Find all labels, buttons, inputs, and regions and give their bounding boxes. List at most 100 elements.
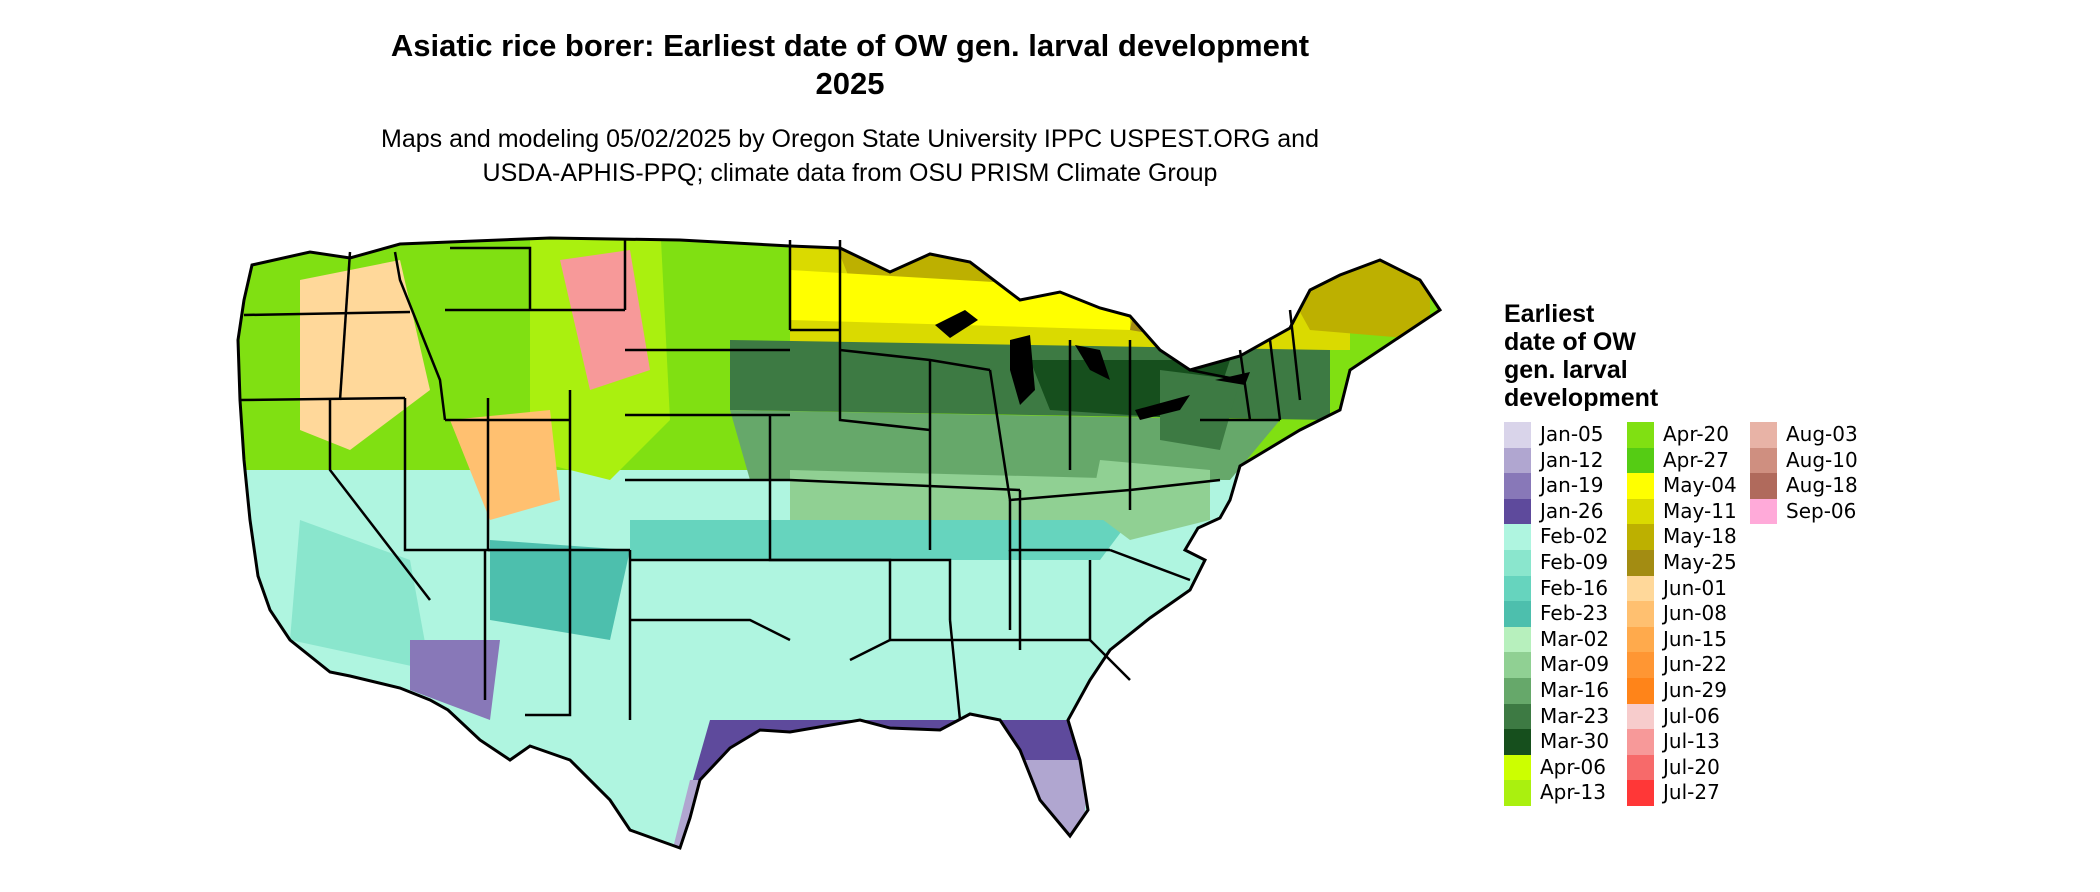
map-title: Asiatic rice borer: Earliest date of OW … xyxy=(390,28,1310,63)
legend-swatch xyxy=(1504,498,1531,525)
legend-item: Jan-19 xyxy=(1504,473,1609,499)
legend-item: Jul-06 xyxy=(1627,703,1737,730)
state-borders xyxy=(239,240,1302,721)
legend-swatch xyxy=(1504,754,1531,781)
legend-label: Mar-02 xyxy=(1540,626,1610,651)
legend-swatch xyxy=(1750,447,1777,474)
legend-item: Apr-20 xyxy=(1627,422,1737,448)
legend-item: Feb-16 xyxy=(1504,575,1609,602)
legend-label: Feb-16 xyxy=(1540,575,1609,600)
legend-swatch xyxy=(1750,473,1777,499)
legend-item: Mar-23 xyxy=(1504,703,1610,730)
legend-label: May-25 xyxy=(1663,549,1737,574)
legend-label: Apr-13 xyxy=(1540,780,1606,805)
legend-swatch xyxy=(1627,422,1654,448)
legend-swatch xyxy=(1504,447,1531,474)
legend-swatch xyxy=(1504,601,1531,627)
map-title-year: 2025 xyxy=(815,66,885,101)
legend-label: Jun-29 xyxy=(1663,677,1727,702)
legend-swatch xyxy=(1750,422,1777,448)
legend-label: Feb-23 xyxy=(1540,601,1609,626)
legend-swatch xyxy=(1627,729,1654,755)
legend-label: Mar-23 xyxy=(1540,703,1610,728)
legend-label: Mar-09 xyxy=(1540,652,1610,677)
legend-column-2: Apr-20 Apr-27 May-04 May-11 May-18 May-2… xyxy=(1627,422,1737,806)
legend-swatch xyxy=(1750,498,1777,525)
legend-item: Apr-27 xyxy=(1627,447,1737,474)
legend-swatch xyxy=(1504,626,1531,653)
legend-swatch xyxy=(1627,626,1654,653)
legend-label: Jun-08 xyxy=(1663,601,1727,626)
legend-label: Apr-06 xyxy=(1540,754,1606,779)
legend-swatch xyxy=(1627,473,1654,499)
legend-label: Mar-30 xyxy=(1540,729,1610,754)
legend-swatch xyxy=(1627,549,1654,576)
legend-title-line: gen. larval xyxy=(1504,356,1628,384)
legend-swatch xyxy=(1627,575,1654,602)
legend-swatch xyxy=(1504,524,1531,550)
legend-item: Aug-10 xyxy=(1750,447,1858,474)
legend-swatch xyxy=(1627,447,1654,474)
legend-item: May-25 xyxy=(1627,549,1737,576)
legend-label: Jan-05 xyxy=(1540,422,1604,446)
legend-item: Jul-27 xyxy=(1627,780,1737,806)
map-subtitle-line2: USDA-APHIS-PPQ; climate data from OSU PR… xyxy=(482,159,1218,187)
legend-label: Jun-01 xyxy=(1663,575,1727,600)
legend-label: Aug-10 xyxy=(1786,447,1858,472)
map-subtitle-line1: Maps and modeling 05/02/2025 by Oregon S… xyxy=(381,125,1319,153)
legend-item: May-18 xyxy=(1627,524,1737,550)
legend-label: Jan-26 xyxy=(1540,498,1604,523)
legend-label: Jun-22 xyxy=(1663,652,1727,677)
legend-swatch xyxy=(1627,780,1654,806)
legend-label: Jun-15 xyxy=(1663,626,1727,651)
legend-label: Apr-27 xyxy=(1663,447,1729,472)
legend-item: Feb-23 xyxy=(1504,601,1609,627)
legend-label: Sep-06 xyxy=(1786,498,1857,523)
legend-title-line: Earliest xyxy=(1504,300,1595,328)
legend-label: Jul-27 xyxy=(1663,780,1720,805)
us-degree-day-map xyxy=(230,220,1480,880)
legend-title: Earliest date of OW gen. larval developm… xyxy=(1504,300,1658,412)
legend-label: Jan-19 xyxy=(1540,473,1604,498)
legend-label: Feb-09 xyxy=(1540,549,1609,574)
legend-item: Jul-13 xyxy=(1627,729,1737,755)
legend-swatch xyxy=(1504,677,1531,704)
legend-item: Jun-29 xyxy=(1627,677,1737,704)
legend-swatch xyxy=(1627,754,1654,781)
legend-item: Mar-02 xyxy=(1504,626,1610,653)
legend-label: Feb-02 xyxy=(1540,524,1609,549)
legend-swatch xyxy=(1504,652,1531,678)
legend-swatch xyxy=(1504,422,1531,448)
legend-swatch xyxy=(1504,703,1531,730)
legend-label: Jul-13 xyxy=(1663,729,1720,754)
legend-label: Mar-16 xyxy=(1540,677,1610,702)
legend-swatch xyxy=(1627,703,1654,730)
legend-item: Jan-26 xyxy=(1504,498,1609,525)
legend-column-1: Jan-05 Jan-12 Jan-19 Jan-26 Feb-02 Feb-0… xyxy=(1504,422,1609,806)
legend-swatch xyxy=(1504,729,1531,755)
legend-item: May-04 xyxy=(1627,473,1737,499)
legend-label: Apr-20 xyxy=(1663,422,1729,446)
legend-item: Jun-22 xyxy=(1627,652,1737,678)
legend-swatch xyxy=(1504,549,1531,576)
legend-label: Jan-12 xyxy=(1540,447,1604,472)
legend-item: Aug-03 xyxy=(1750,422,1858,448)
legend-item: Feb-02 xyxy=(1504,524,1609,550)
legend-item: Jun-01 xyxy=(1627,575,1737,602)
legend-swatch xyxy=(1627,498,1654,525)
legend-item: Mar-30 xyxy=(1504,729,1609,755)
legend-label: Jul-06 xyxy=(1663,703,1720,728)
legend-item: Jan-05 xyxy=(1504,422,1609,448)
legend-item: Jan-12 xyxy=(1504,447,1609,474)
legend-swatch xyxy=(1504,473,1531,499)
legend-swatch xyxy=(1627,601,1654,627)
legend-title-line: date of OW xyxy=(1504,328,1636,356)
legend-item: Feb-09 xyxy=(1504,549,1609,576)
legend-label: Aug-18 xyxy=(1786,473,1858,498)
legend-item: Jul-20 xyxy=(1627,754,1737,781)
legend-item: May-11 xyxy=(1627,498,1737,525)
legend-item: Mar-09 xyxy=(1504,652,1609,678)
legend-swatch xyxy=(1504,575,1531,602)
legend-item: Jun-15 xyxy=(1627,626,1737,653)
legend-label: May-04 xyxy=(1663,473,1737,498)
